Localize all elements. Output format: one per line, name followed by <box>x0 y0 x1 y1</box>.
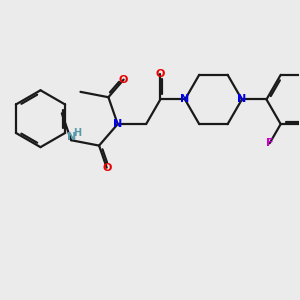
Text: F: F <box>266 138 273 148</box>
Text: N: N <box>113 119 122 129</box>
Text: O: O <box>119 75 128 85</box>
Text: N: N <box>67 132 76 142</box>
Text: O: O <box>102 163 111 172</box>
Text: O: O <box>156 69 165 80</box>
Text: N: N <box>237 94 247 104</box>
Text: H: H <box>73 128 81 137</box>
Text: N: N <box>180 94 190 104</box>
